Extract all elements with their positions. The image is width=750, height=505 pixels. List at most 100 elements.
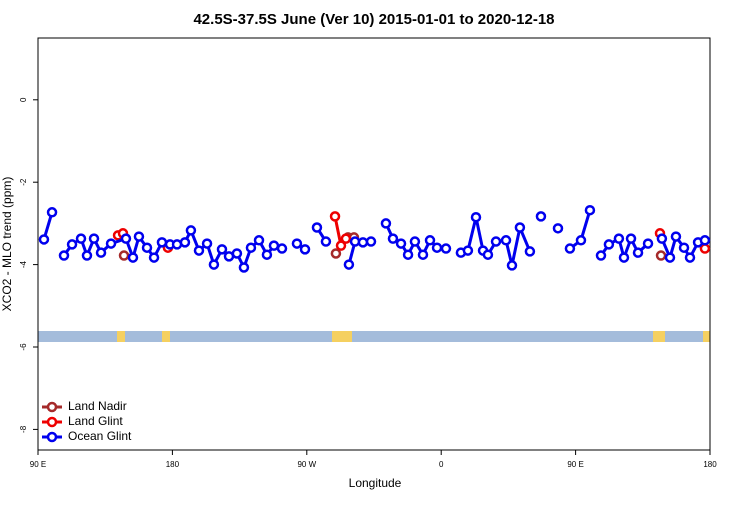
point — [524, 246, 536, 257]
y-tick-label: -6 — [19, 343, 28, 351]
point — [613, 233, 625, 244]
point — [535, 211, 547, 222]
land-band — [117, 331, 125, 342]
point — [253, 235, 265, 246]
y-tick-label: -2 — [19, 178, 28, 186]
point — [127, 252, 139, 263]
point — [179, 237, 191, 248]
point — [343, 259, 355, 270]
point — [678, 242, 690, 253]
legend-marker — [46, 401, 58, 413]
legend-label: Land Glint — [68, 414, 123, 428]
point — [514, 222, 526, 233]
point — [699, 235, 711, 246]
point — [395, 238, 407, 249]
x-tick-label: 180 — [703, 460, 717, 469]
land-band — [703, 331, 710, 342]
point — [584, 204, 596, 216]
point — [603, 239, 615, 250]
point — [618, 252, 630, 263]
point — [193, 245, 205, 256]
point — [387, 233, 399, 244]
point — [185, 225, 197, 236]
point — [365, 236, 377, 247]
point — [684, 252, 696, 263]
point — [105, 238, 117, 249]
point — [470, 211, 482, 223]
point — [402, 249, 414, 260]
point — [216, 244, 228, 255]
point — [118, 250, 130, 261]
point — [46, 207, 58, 218]
ocean-band — [38, 331, 710, 342]
point — [417, 249, 429, 260]
land-band — [162, 331, 170, 342]
point — [431, 242, 443, 253]
land-band — [332, 331, 352, 342]
point — [506, 260, 518, 271]
point — [642, 238, 654, 249]
point — [424, 235, 436, 246]
point — [329, 211, 341, 222]
point — [500, 235, 512, 246]
point — [88, 233, 100, 244]
x-tick-label: 180 — [166, 460, 180, 469]
point — [268, 240, 280, 251]
y-tick-label: -4 — [19, 260, 28, 268]
point — [38, 234, 50, 245]
point — [276, 243, 288, 254]
point — [440, 243, 452, 254]
point — [156, 237, 168, 248]
point — [81, 250, 93, 261]
point — [655, 250, 667, 261]
point — [299, 244, 311, 255]
legend-marker — [46, 431, 58, 443]
point — [380, 218, 392, 229]
point — [335, 240, 347, 251]
point — [148, 252, 160, 263]
point — [625, 233, 637, 244]
x-tick-label: 90 E — [30, 460, 46, 469]
point — [95, 247, 107, 258]
point — [632, 247, 644, 258]
point — [409, 236, 421, 247]
plot-frame — [37, 37, 711, 451]
point — [482, 249, 494, 260]
y-tick-label: 0 — [19, 97, 28, 102]
y-axis-label: XCO2 - MLO trend (ppm) — [0, 177, 14, 312]
point — [552, 223, 564, 234]
legend-marker — [46, 416, 58, 428]
point — [595, 250, 607, 261]
point — [208, 259, 220, 270]
point — [575, 235, 587, 246]
point — [120, 233, 132, 244]
land-band — [653, 331, 665, 342]
x-tick-label: 90 E — [567, 460, 583, 469]
point — [291, 238, 303, 249]
point — [141, 242, 153, 253]
x-tick-label: 0 — [439, 460, 444, 469]
point — [58, 250, 70, 261]
y-tick-label: -8 — [19, 425, 28, 433]
point — [201, 238, 213, 249]
point — [66, 239, 78, 250]
surface-band — [38, 331, 710, 342]
x-axis-label: Longitude — [349, 476, 402, 490]
chart-title: 42.5S-37.5S June (Ver 10) 2015-01-01 to … — [193, 11, 554, 28]
point — [238, 262, 250, 273]
point — [320, 236, 332, 247]
point — [133, 231, 145, 242]
legend-label: Land Nadir — [68, 399, 127, 413]
point — [330, 248, 342, 259]
point — [231, 248, 243, 259]
point — [564, 243, 576, 254]
point — [490, 236, 502, 247]
legend-label: Ocean Glint — [68, 429, 132, 443]
point — [75, 233, 87, 244]
point — [311, 222, 323, 233]
point — [261, 249, 273, 260]
x-tick-label: 90 W — [297, 460, 316, 469]
point — [670, 231, 682, 242]
point — [462, 245, 474, 256]
